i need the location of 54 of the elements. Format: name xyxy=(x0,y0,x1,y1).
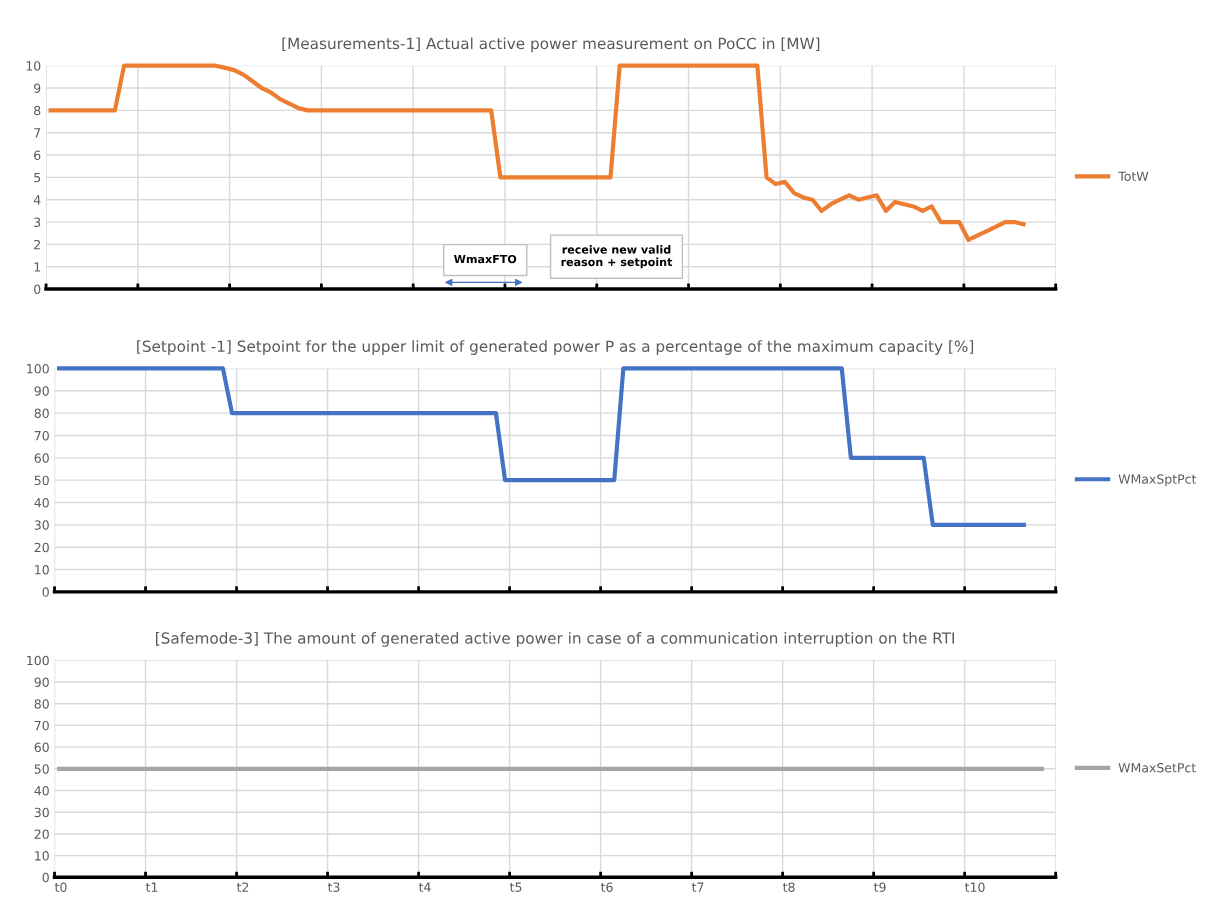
y-tick-label: 90 xyxy=(34,386,49,396)
y-tick-label: 0 xyxy=(42,587,49,597)
y-tick-label: 50 xyxy=(34,764,49,774)
y-tick-label: 70 xyxy=(34,720,49,731)
y-tick-label: 2 xyxy=(34,239,40,250)
y-tick-label: 6 xyxy=(34,150,41,160)
x-tick-label: t10 xyxy=(964,882,985,892)
y-tick-label: 30 xyxy=(34,807,49,818)
line-series xyxy=(57,366,1026,527)
y-tick-label: 5 xyxy=(34,173,41,183)
y-tick-label: 10 xyxy=(26,61,41,71)
chart-title: [Safemode-3] The amount of generated active power in case of a communication interruption on the RTI xyxy=(156,632,954,647)
line-series xyxy=(48,63,1026,243)
chart-title: [Setpoint -1] Setpoint for the upper limit of generated power P as a percentage of the maximum capacity [%] xyxy=(137,340,974,355)
y-tick-label: 0 xyxy=(34,284,41,295)
y-tick-label: 3 xyxy=(34,217,41,227)
x-tick-label: t3 xyxy=(327,882,340,892)
y-tick-label: 30 xyxy=(34,520,49,530)
y-tick-label: 9 xyxy=(34,83,41,93)
y-tick-label: 10 xyxy=(35,565,49,575)
y-tick-label: 7 xyxy=(34,128,41,138)
legend-label: WMaxSptPct xyxy=(1118,474,1197,487)
y-tick-label: 80 xyxy=(34,408,49,419)
annotation: receive new valid reason + setpoint xyxy=(561,245,673,269)
x-tick-label: t2 xyxy=(236,882,249,892)
y-tick-label: 8 xyxy=(34,105,41,116)
y-tick-label: 10 xyxy=(35,851,49,861)
y-tick-label: 100 xyxy=(27,363,49,374)
y-tick-label: 50 xyxy=(34,475,49,486)
y-tick-label: 4 xyxy=(33,195,41,205)
x-tick-label: t4 xyxy=(418,882,431,892)
x-tick-label: t8 xyxy=(782,882,795,892)
x-tick-label: t1 xyxy=(145,882,158,892)
y-tick-label: 80 xyxy=(34,699,49,709)
y-tick-label: 60 xyxy=(34,453,49,463)
y-tick-label: 1 xyxy=(34,262,41,272)
x-tick-label: t6 xyxy=(600,882,613,892)
annotation: WmaxFTO xyxy=(454,254,517,264)
y-tick-label: 100 xyxy=(27,655,49,666)
x-tick-label: t5 xyxy=(509,882,522,892)
y-tick-label: 20 xyxy=(34,542,49,553)
y-tick-label: 60 xyxy=(34,742,49,753)
legend-label: WMaxSetPct xyxy=(1118,762,1196,773)
x-tick-label: t0 xyxy=(54,882,67,892)
y-tick-label: 0 xyxy=(42,872,49,883)
x-tick-label: t9 xyxy=(873,882,886,892)
chart-title: [Measurements-1] Actual active power measurement on PoCC in [MW] xyxy=(282,37,820,53)
y-tick-label: 40 xyxy=(34,497,49,508)
legend-label: TotW xyxy=(1118,171,1149,182)
y-tick-label: 20 xyxy=(34,829,49,839)
y-tick-label: 70 xyxy=(34,430,49,441)
x-tick-label: t7 xyxy=(691,882,704,892)
y-tick-label: 90 xyxy=(34,677,49,687)
y-tick-label: 40 xyxy=(34,785,49,796)
